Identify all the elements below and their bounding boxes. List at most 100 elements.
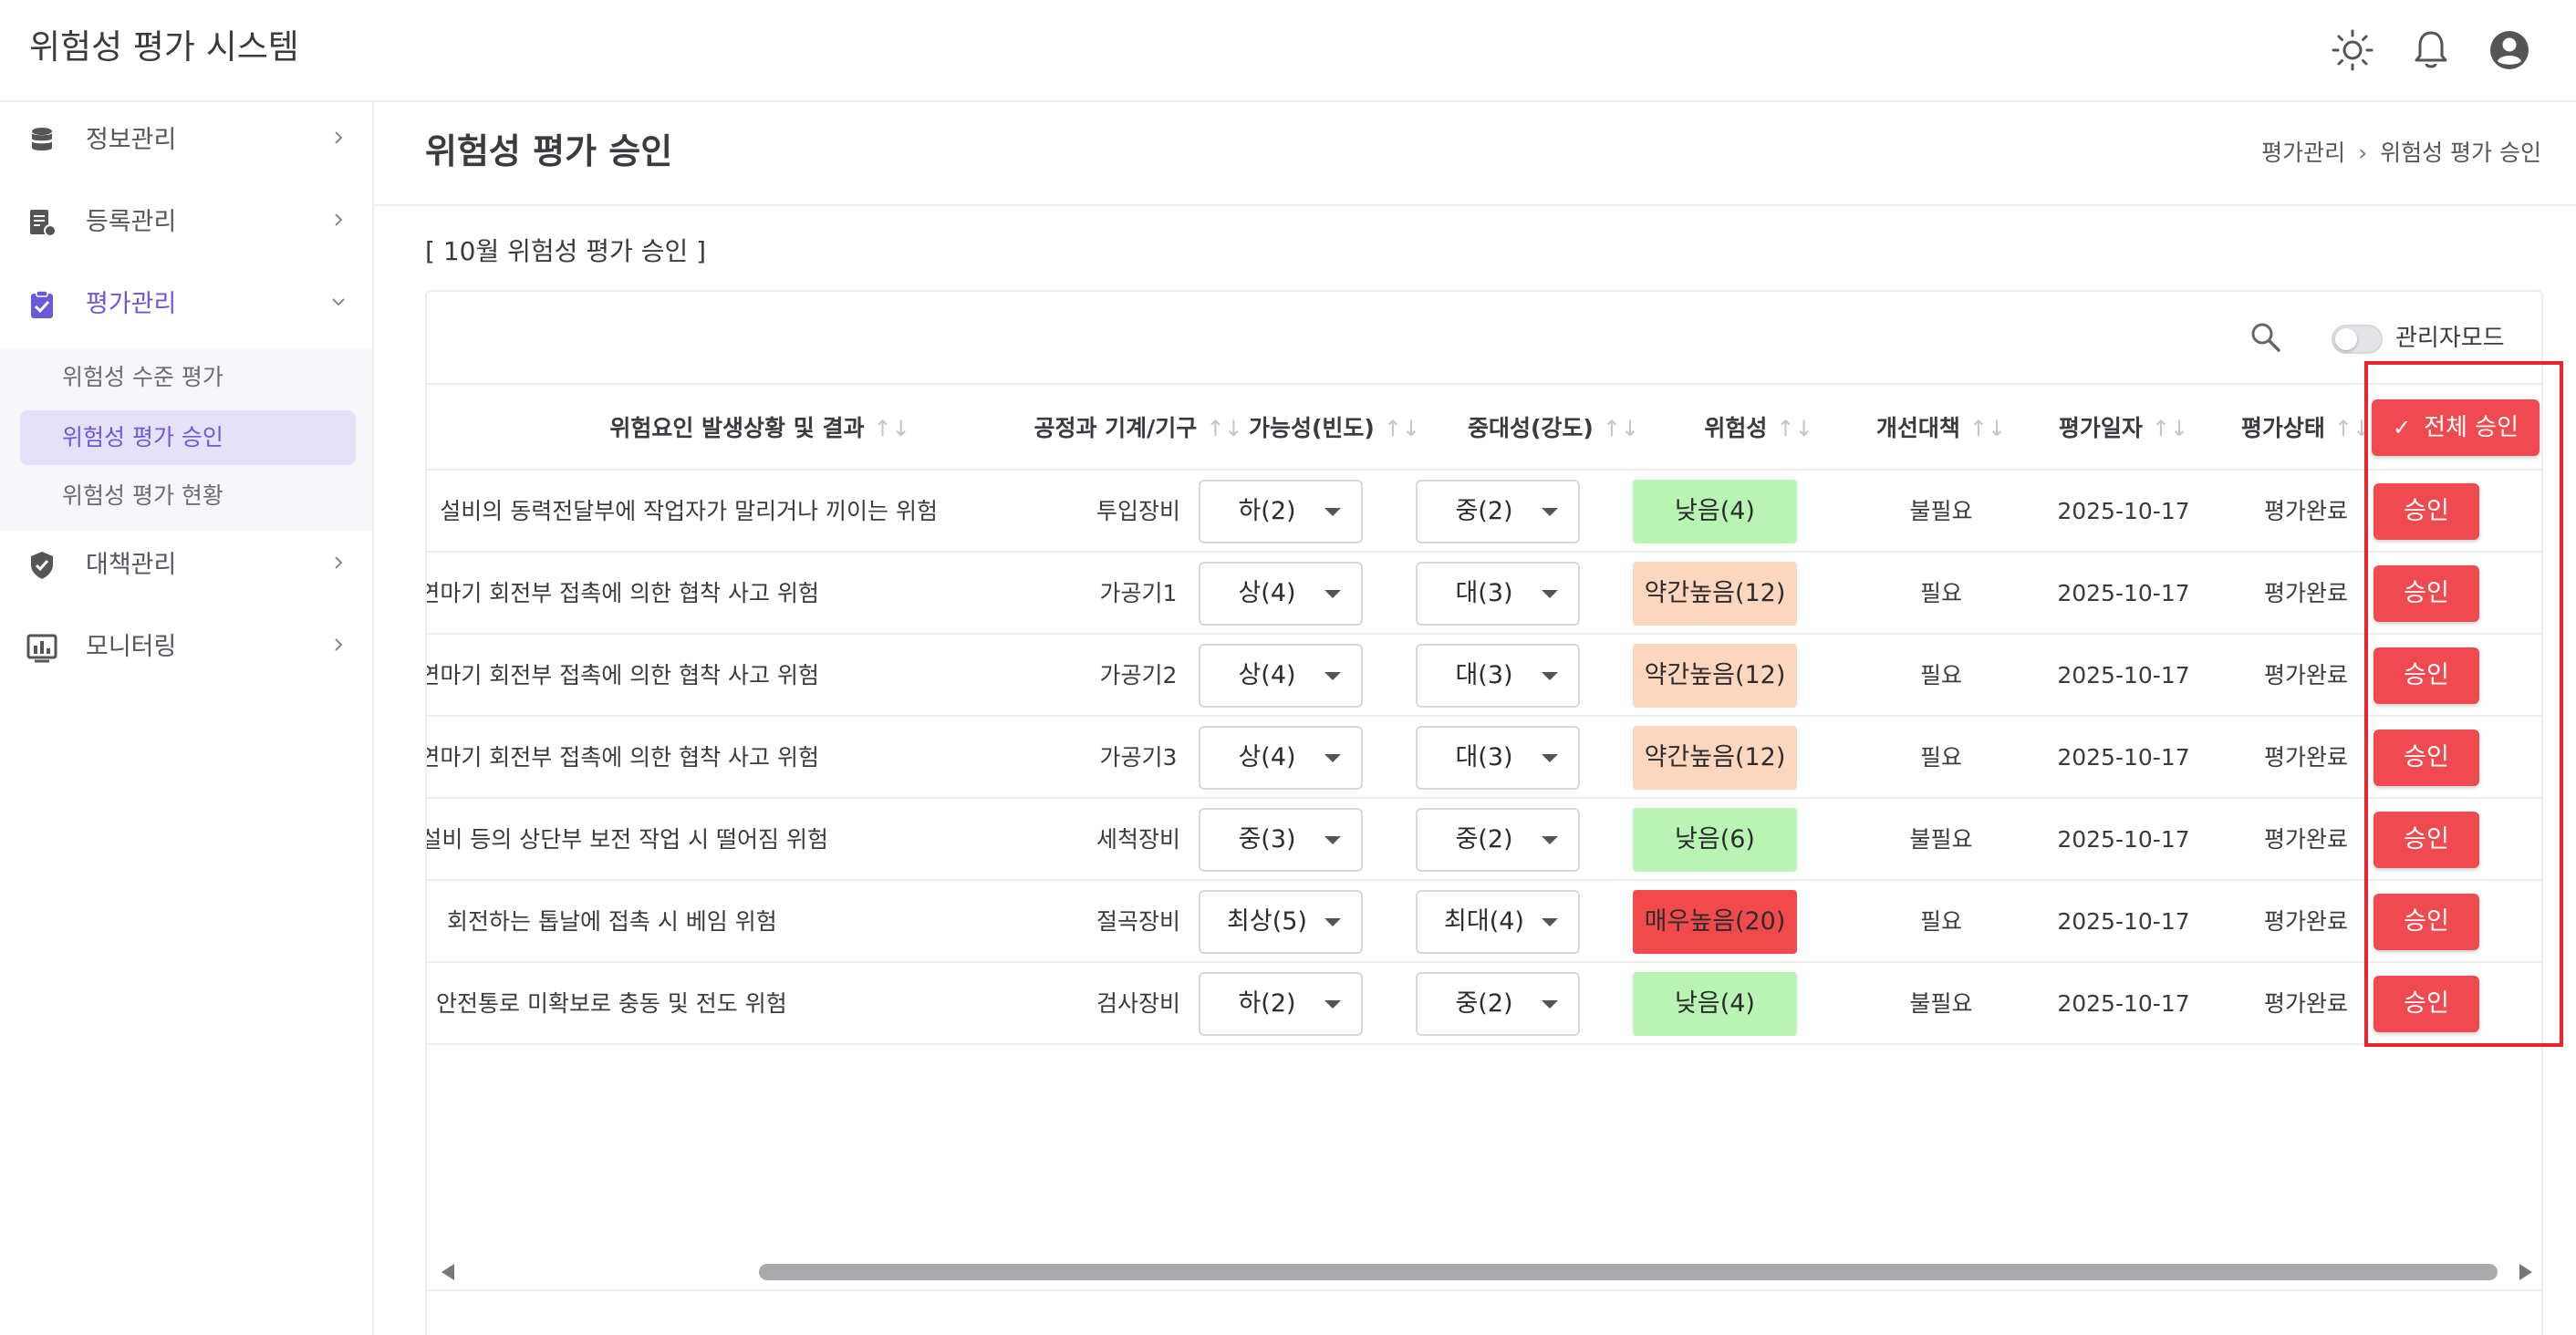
sidebar-subitem-label: 위험성 평가 승인 — [62, 424, 223, 450]
severity-select[interactable]: 중(2) — [1416, 480, 1580, 543]
sidebar-item-info-management[interactable]: 정보관리 — [0, 102, 372, 182]
register-icon — [26, 206, 58, 239]
sidebar-subitem-label: 위험성 수준 평가 — [62, 364, 223, 390]
scroll-left-arrow-icon[interactable] — [441, 1264, 454, 1280]
severity-select[interactable]: 최대(4) — [1416, 890, 1580, 954]
scroll-thumb[interactable] — [759, 1264, 2498, 1280]
hazard-text: 안전통로 미확보로 충동 및 전도 위험 — [436, 990, 787, 1017]
caret-down-icon — [1542, 836, 1558, 844]
sort-icon: ↑↓ — [873, 416, 910, 441]
date-cell: 2025-10-17 — [2057, 498, 2190, 524]
admin-mode-toggle[interactable] — [2332, 325, 2383, 354]
approve-button[interactable]: 승인 — [2373, 812, 2479, 868]
improvement-cell: 불필요 — [1909, 826, 1973, 853]
table-row: 설비의 동력전달부에 작업자가 말리거나 끼이는 위험 투입장비 하(2) 중(… — [427, 471, 2541, 553]
improvement-cell: 필요 — [1919, 580, 1962, 606]
risk-badge: 약간높음(12) — [1633, 644, 1797, 708]
sidebar-item-evaluation[interactable]: 평가관리 — [0, 266, 372, 347]
risk-badge: 낮음(6) — [1633, 808, 1797, 872]
hazard-text: 가공기/연마기 회전부 접촉에 의한 협착 사고 위험 — [427, 580, 819, 606]
scroll-right-arrow-icon[interactable] — [2519, 1264, 2532, 1280]
hazard-text: 가공기/연마기 회전부 접촉에 의한 협착 사고 위험 — [427, 662, 819, 688]
chevron-right-icon — [328, 635, 348, 655]
improvement-cell: 필요 — [1919, 662, 1962, 688]
risk-badge: 약간높음(12) — [1633, 562, 1797, 626]
equipment-cell: 절곡장비 — [1096, 908, 1180, 935]
caret-down-icon — [1542, 672, 1558, 680]
hazard-cell: 안전통로 미확보로 충동 및 전도 위험 — [427, 963, 938, 1045]
select-value: 상(4) — [1238, 743, 1296, 771]
approve-button[interactable]: 승인 — [2373, 976, 2479, 1032]
approve-button[interactable]: 승인 — [2373, 565, 2479, 622]
chart-icon — [26, 631, 58, 664]
horizontal-scrollbar[interactable] — [427, 1257, 2541, 1289]
column-header-likelihood[interactable]: 가능성(빈도) ↑↓ — [1184, 385, 1485, 472]
severity-select[interactable]: 중(2) — [1416, 972, 1580, 1036]
hazard-cell: 가공기/연마기 회전부 접촉에 의한 협착 사고 위험 — [427, 717, 938, 799]
hazard-text: 회전하는 톱날에 접촉 시 베임 위험 — [447, 908, 777, 935]
caret-down-icon — [1324, 754, 1341, 762]
sidebar-subitem-risk-approval[interactable]: 위험성 평가 승인 — [20, 410, 356, 465]
caret-down-icon — [1324, 1000, 1341, 1009]
date-cell: 2025-10-17 — [2057, 990, 2190, 1017]
select-value: 중(2) — [1455, 825, 1513, 854]
approve-button[interactable]: 승인 — [2373, 647, 2479, 704]
likelihood-select[interactable]: 상(4) — [1199, 726, 1363, 790]
risk-badge: 매우높음(20) — [1633, 890, 1797, 954]
date-cell: 2025-10-17 — [2057, 908, 2190, 935]
likelihood-select[interactable]: 상(4) — [1199, 644, 1363, 708]
account-icon[interactable] — [2485, 26, 2534, 75]
improvement-cell: 필요 — [1919, 744, 1962, 771]
likelihood-select[interactable]: 중(3) — [1199, 808, 1363, 872]
hazard-cell: 가공기/연마기 회전부 접촉에 의한 협착 사고 위험 — [427, 635, 938, 717]
admin-mode-label: 관리자모드 — [2395, 325, 2505, 352]
severity-select[interactable]: 대(3) — [1416, 726, 1580, 790]
sidebar-item-countermeasure[interactable]: 대책관리 — [0, 527, 372, 607]
column-header-status[interactable]: 평가상태 ↑↓ — [2215, 385, 2397, 472]
severity-select[interactable]: 대(3) — [1416, 644, 1580, 708]
sun-icon[interactable] — [2328, 26, 2377, 75]
approve-button[interactable]: 승인 — [2373, 730, 2479, 786]
column-header-severity[interactable]: 중대성(강도) ↑↓ — [1403, 385, 1704, 472]
column-header-risk[interactable]: 위험성 ↑↓ — [1649, 385, 1868, 472]
select-value: 상(4) — [1238, 661, 1296, 689]
sidebar-subitem-risk-level-evaluation[interactable]: 위험성 수준 평가 — [20, 350, 356, 405]
risk-badge: 낮음(4) — [1633, 972, 1797, 1036]
table-row: 가공기/연마기 회전부 접촉에 의한 협착 사고 위험 가공기1 상(4) 대(… — [427, 553, 2541, 635]
search-icon[interactable] — [2248, 319, 2284, 356]
column-header-label: 가능성(빈도) — [1248, 415, 1375, 441]
toggle-knob — [2335, 328, 2357, 350]
breadcrumb-item[interactable]: 평가관리 — [2261, 140, 2346, 166]
approve-button[interactable]: 승인 — [2373, 483, 2479, 540]
severity-select[interactable]: 중(2) — [1416, 808, 1580, 872]
likelihood-select[interactable]: 하(2) — [1199, 972, 1363, 1036]
likelihood-select[interactable]: 최상(5) — [1199, 890, 1363, 954]
column-header-hazard[interactable]: 위험요인 발생상황 및 결과 ↑↓ — [427, 385, 1093, 472]
severity-select[interactable]: 대(3) — [1416, 562, 1580, 626]
sort-icon: ↑↓ — [1968, 416, 2007, 441]
select-value: 최상(5) — [1227, 907, 1307, 936]
hazard-cell: 세척설비 등의 상단부 보전 작업 시 떨어짐 위험 — [427, 799, 938, 881]
sort-icon: ↑↓ — [1776, 416, 1813, 441]
sort-icon: ↑↓ — [1383, 416, 1421, 441]
sidebar-subitem-risk-status[interactable]: 위험성 평가 현황 — [20, 469, 356, 523]
bell-icon[interactable] — [2406, 26, 2456, 75]
likelihood-select[interactable]: 하(2) — [1199, 480, 1363, 543]
card-divider — [427, 1289, 2541, 1291]
breadcrumb-item: 위험성 평가 승인 — [2380, 140, 2541, 166]
sidebar-item-monitoring[interactable]: 모니터링 — [0, 609, 372, 689]
column-header-improvement[interactable]: 개선대책 ↑↓ — [1850, 385, 2032, 472]
caret-down-icon — [1324, 508, 1341, 516]
select-value: 대(3) — [1455, 579, 1513, 607]
approve-button[interactable]: 승인 — [2373, 894, 2479, 950]
caret-down-icon — [1542, 918, 1558, 926]
approve-all-button[interactable]: ✓ 전체 승인 — [2372, 399, 2540, 456]
column-header-equipment[interactable]: 공정과 기계/기구 ↑↓ — [956, 385, 1321, 472]
check-icon: ✓ — [2392, 415, 2412, 440]
breadcrumb-separator: › — [2358, 140, 2368, 166]
column-header-date[interactable]: 평가일자 ↑↓ — [2032, 385, 2215, 472]
sidebar-item-registration[interactable]: 등록관리 — [0, 184, 372, 264]
chevron-right-icon — [328, 128, 348, 148]
date-cell: 2025-10-17 — [2057, 580, 2190, 606]
likelihood-select[interactable]: 상(4) — [1199, 562, 1363, 626]
